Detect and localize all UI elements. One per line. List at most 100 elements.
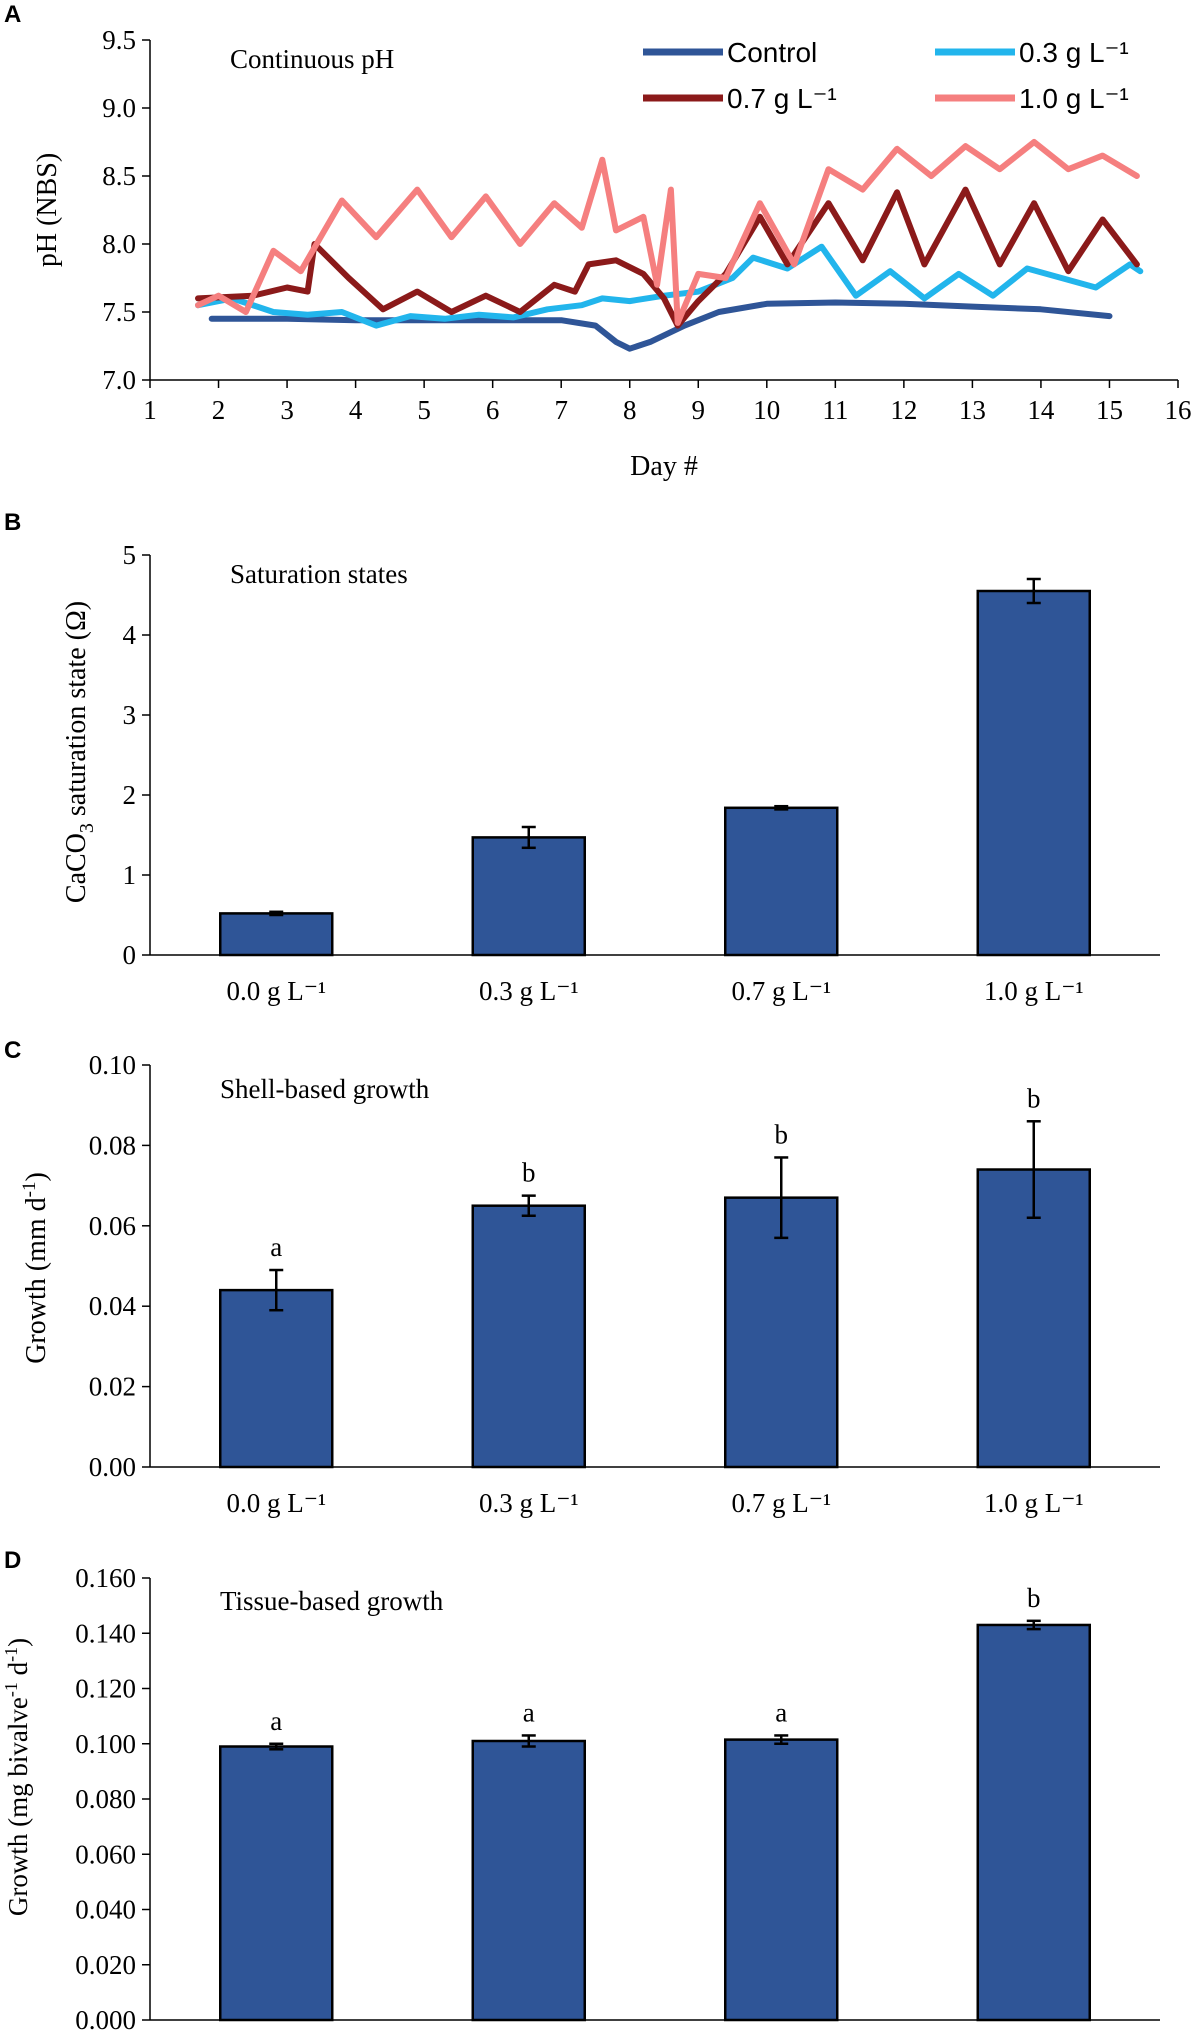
chart-d-sig-label: b <box>1027 1583 1041 1613</box>
chart-c-y-tick-label: 0.10 <box>89 1050 136 1080</box>
panel-b: B Saturation states CaCO3 saturation sta… <box>4 509 1160 1006</box>
chart-d-y-tick-label: 0.020 <box>75 1950 136 1980</box>
chart-a-ylabel: pH (NBS) <box>32 153 63 267</box>
chart-a-x-tick-label: 10 <box>753 395 780 425</box>
chart-a-x-tick-label: 14 <box>1027 395 1055 425</box>
chart-b-y-tick-label: 0 <box>123 940 137 970</box>
chart-a-x-tick-label: 13 <box>959 395 986 425</box>
chart-d-y-tick-label: 0.160 <box>75 1563 136 1593</box>
chart-a-xlabel: Day # <box>630 451 698 482</box>
chart-a-y-tick-label: 9.5 <box>102 25 136 55</box>
chart-b-category-label: 1.0 g L⁻¹ <box>984 976 1084 1006</box>
chart-a-x-tick-label: 9 <box>692 395 706 425</box>
series-line-0 <box>208 299 1113 352</box>
chart-c-sig-label: b <box>522 1158 536 1188</box>
chart-a-y-ticks: 7.0 7.5 8.0 8.5 9.0 9.5 <box>102 25 150 395</box>
chart-a-x-tick-label: 16 <box>1165 395 1192 425</box>
chart-a-y-tick-label: 8.0 <box>102 229 136 259</box>
chart-c-category-label: 0.7 g L⁻¹ <box>731 1488 831 1518</box>
chart-d-bar <box>724 1738 839 2022</box>
chart-d-sig-label: a <box>775 1697 787 1727</box>
chart-d-sig-label: a <box>523 1697 535 1727</box>
chart-a-y-tick-label: 8.5 <box>102 161 136 191</box>
chart-d-ylabel: Growth (mg bivalve-1 d-1) <box>1 1638 33 1916</box>
chart-a-x-tick-label: 1 <box>143 395 157 425</box>
chart-b-y-tick-label: 3 <box>123 700 137 730</box>
chart-b-y-tick-label: 2 <box>123 780 137 810</box>
chart-a-x-tick-label: 4 <box>349 395 363 425</box>
chart-d-y-tick-label: 0.060 <box>75 1839 136 1869</box>
series-line-3 <box>195 139 1140 326</box>
chart-d-y-tick-label: 0.120 <box>75 1674 136 1704</box>
chart-d-title: Tissue-based growth <box>220 1586 444 1616</box>
chart-a-x-tick-label: 12 <box>890 395 917 425</box>
chart-c-sig-label: b <box>1027 1083 1041 1113</box>
chart-d-category-label: 0.0 g L⁻¹ <box>226 2041 326 2043</box>
chart-d-sig-label: a <box>270 1706 282 1736</box>
chart-d-category-label: 0.7 g L⁻¹ <box>731 2041 831 2043</box>
chart-a-x-tick-label: 11 <box>822 395 848 425</box>
series-line-2 <box>195 186 1140 329</box>
chart-c-y-tick-label: 0.06 <box>89 1211 136 1241</box>
chart-b-category-label: 0.0 g L⁻¹ <box>226 976 326 1006</box>
chart-c-sig-label: b <box>775 1119 789 1149</box>
panel-letter-d: D <box>4 1547 21 1574</box>
chart-b-category-label: 0.3 g L⁻¹ <box>479 976 579 1006</box>
chart-a-x-tick-label: 8 <box>623 395 637 425</box>
panel-letter-b: B <box>4 509 21 536</box>
chart-b-category-label: 0.7 g L⁻¹ <box>731 976 831 1006</box>
chart-a-y-tick-label: 7.0 <box>102 365 136 395</box>
series-line-1 <box>195 243 1144 329</box>
chart-d-y-tick-label: 0.000 <box>75 2005 136 2035</box>
panel-c: C Shell-based growth Growth (mm d-1) 0.0… <box>4 1037 1160 1518</box>
chart-a-series <box>195 139 1144 352</box>
chart-d-category-label: 0.3 g L⁻¹ <box>479 2041 579 2043</box>
chart-a-title: Continuous pH <box>230 44 394 74</box>
chart-a-legend: Control 0.3 g L⁻¹ 0.7 g L⁻¹ 1.0 g L⁻¹ <box>643 37 1129 114</box>
chart-c-y-tick-label: 0.00 <box>89 1452 136 1482</box>
chart-a-y-tick-label: 9.0 <box>102 93 136 123</box>
chart-b-bar <box>471 836 586 957</box>
chart-b-bar <box>976 589 1091 957</box>
panel-letter-c: C <box>4 1037 21 1064</box>
chart-b-bar <box>724 806 839 957</box>
chart-a-x-tick-label: 3 <box>280 395 294 425</box>
chart-c-category-label: 0.3 g L⁻¹ <box>479 1488 579 1518</box>
chart-c-ylabel: Growth (mm d-1) <box>19 1172 52 1364</box>
chart-d-bar <box>471 1739 586 2022</box>
chart-a-x-tick-label: 15 <box>1096 395 1123 425</box>
legend-label-control: Control <box>727 37 817 68</box>
chart-c-title: Shell-based growth <box>220 1074 430 1104</box>
panel-letter-a: A <box>4 1 21 28</box>
chart-c-y-tick-label: 0.04 <box>89 1291 137 1321</box>
chart-a-y-tick-label: 7.5 <box>102 297 136 327</box>
chart-d-bar <box>976 1623 1091 2022</box>
chart-d-y-tick-label: 0.100 <box>75 1729 136 1759</box>
chart-c-bar <box>724 1196 839 1469</box>
chart-d-y-tick-label: 0.140 <box>75 1618 136 1648</box>
chart-c-bar <box>219 1288 334 1469</box>
chart-c-category-label: 1.0 g L⁻¹ <box>984 1488 1084 1518</box>
chart-b-bar <box>219 912 334 957</box>
chart-c-category-label: 0.0 g L⁻¹ <box>226 1488 326 1518</box>
panel-d: D Tissue-based growth Growth (mg bivalve… <box>1 1547 1160 2043</box>
chart-a-x-tick-label: 7 <box>554 395 568 425</box>
chart-b-y-tick-label: 4 <box>123 620 137 650</box>
chart-d-bar <box>219 1745 334 2022</box>
chart-a-x-tick-label: 5 <box>417 395 431 425</box>
chart-c-bar <box>471 1204 586 1469</box>
legend-label-0-3: 0.3 g L⁻¹ <box>1019 37 1129 68</box>
chart-c-sig-label: a <box>270 1232 282 1262</box>
chart-c-y-tick-label: 0.08 <box>89 1130 136 1160</box>
chart-b-title: Saturation states <box>230 559 408 589</box>
chart-d-y-tick-label: 0.080 <box>75 1784 136 1814</box>
chart-b-y-tick-label: 5 <box>123 540 137 570</box>
chart-a-x-ticks: 1 2 3 4 5 6 7 8 9 10 11 12 13 14 15 16 <box>143 380 1192 425</box>
legend-label-0-7: 0.7 g L⁻¹ <box>727 83 837 114</box>
chart-d-category-label: 1.0 g L⁻¹ <box>984 2041 1084 2043</box>
chart-a-x-tick-label: 6 <box>486 395 500 425</box>
chart-c-y-tick-label: 0.02 <box>89 1372 136 1402</box>
chart-b-ylabel: CaCO3 saturation state (Ω) <box>61 601 98 903</box>
